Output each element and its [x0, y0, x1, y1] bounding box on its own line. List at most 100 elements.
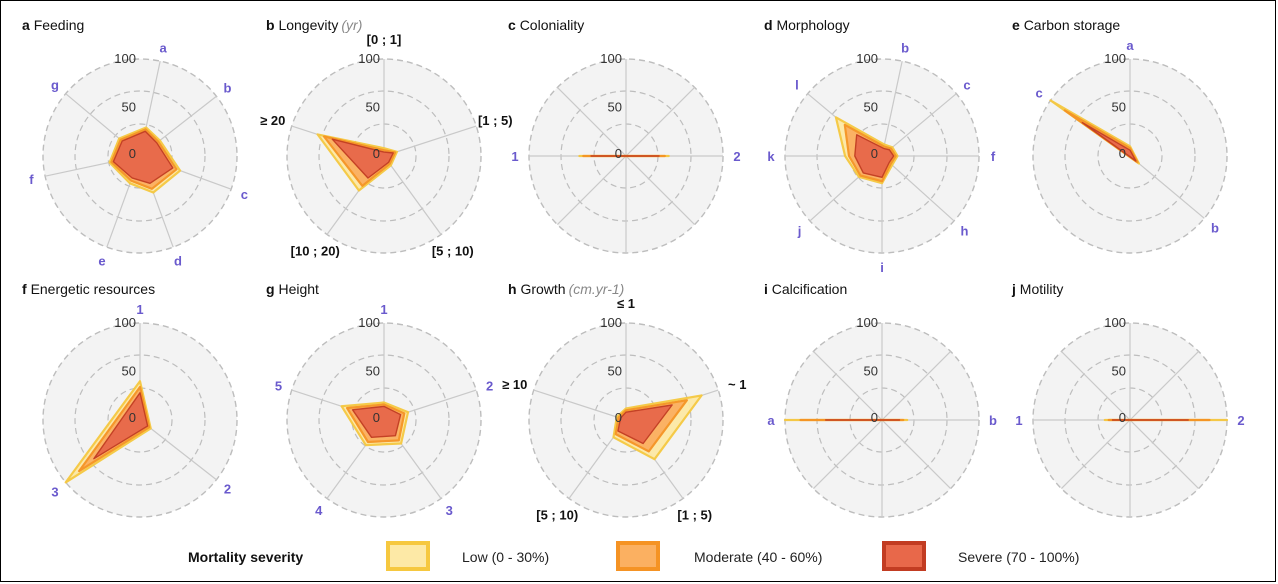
series-severe [93, 392, 149, 460]
category-label: 1 [511, 149, 518, 164]
radial-tick-label: 50 [122, 100, 136, 115]
legend-label-severe: Severe (70 - 100%) [958, 549, 1080, 565]
radar-ring-mid [74, 90, 206, 222]
panel-title-text: Carbon storage [1023, 17, 1121, 33]
category-label: f [29, 172, 34, 187]
radial-tick-label: 100 [600, 51, 622, 66]
category-label: ~ 1 [728, 377, 746, 392]
radar-panel-j: j Motility 0 50 100 1 2 [1004, 274, 1254, 544]
category-label: h [961, 223, 969, 238]
radial-tick-label: 100 [114, 315, 136, 330]
panel-title: h Growth (cm.yr-1) [508, 281, 624, 297]
panel-title-text: Motility [1019, 281, 1064, 297]
panel-title: j Motility [1012, 281, 1063, 297]
panel-unit: (yr) [341, 17, 363, 33]
series-severe [1081, 121, 1137, 162]
category-label: [5 ; 10) [432, 244, 474, 259]
radial-tick-label: 50 [122, 364, 136, 379]
category-label: ≥ 10 [502, 377, 527, 392]
series-severe [331, 138, 394, 179]
radar-chart-d: 0 50 100 b c f h i j k l [767, 40, 996, 275]
legend-swatch-low [386, 541, 430, 571]
radial-tick-label: 100 [856, 51, 878, 66]
panel-letter: i [764, 281, 772, 297]
category-label: ≥ 20 [260, 113, 285, 128]
radial-tick-label: 0 [1119, 146, 1126, 161]
radial-tick-label: 50 [608, 364, 622, 379]
panel-letter: j [1012, 281, 1020, 297]
panel-unit: (cm.yr-1) [568, 281, 625, 297]
radial-tick-label: 0 [615, 410, 622, 425]
radar-spoke [383, 125, 477, 157]
category-label: a [159, 40, 167, 55]
radar-chart-j: 0 50 100 1 2 [1015, 315, 1245, 518]
radial-tick-label: 100 [358, 315, 380, 330]
radial-tick-label: 0 [373, 410, 380, 425]
panel-letter: b [266, 17, 279, 33]
panel-letter: a [22, 17, 34, 33]
radar-chart-h: 0 50 100 ≤ 1 ~ 1 [1 ; 5) [5 ; 10) ≥ 10 [502, 296, 746, 523]
radar-spoke [812, 419, 883, 490]
legend-swatch-moderate [616, 541, 660, 571]
radar-panel-e: e Carbon storage 0 50 100 a b c [1004, 10, 1254, 280]
radial-tick-label: 50 [1112, 100, 1126, 115]
radial-tick-label: 100 [114, 51, 136, 66]
category-label: [1 ; 5) [677, 508, 712, 523]
radial-tick-label: 0 [871, 146, 878, 161]
radar-spoke [881, 60, 903, 157]
panel-title-text: Coloniality [519, 17, 585, 33]
panel-title: a Feeding [22, 17, 84, 33]
panel-title-text: Feeding [33, 17, 85, 33]
category-label: [5 ; 10) [536, 508, 578, 523]
radar-spoke [383, 155, 442, 235]
radial-tick-label: 50 [864, 364, 878, 379]
category-label: c [963, 78, 970, 93]
legend-title: Mortality severity [188, 549, 304, 565]
panel-title: d Morphology [764, 17, 850, 33]
series-severe [617, 404, 673, 445]
radial-tick-label: 100 [856, 315, 878, 330]
radar-spoke [881, 419, 952, 490]
panel-letter: d [764, 17, 777, 33]
radar-panel-a: a Feeding 0 50 100 a b c d e f g [14, 10, 264, 280]
category-label: 1 [136, 302, 143, 317]
panel-letter: e [1012, 17, 1024, 33]
radar-panel-i: i Calcification 0 50 100 a b [756, 274, 1006, 544]
panel-title: e Carbon storage [1012, 17, 1120, 33]
category-label: a [1126, 38, 1134, 53]
radar-panel-g: g Height 0 50 100 1 2 3 4 5 [258, 274, 508, 544]
category-label: 5 [275, 379, 282, 394]
series-severe [854, 134, 895, 179]
category-label: 1 [380, 302, 387, 317]
category-label: b [223, 81, 231, 96]
radial-tick-label: 50 [1112, 364, 1126, 379]
category-label: 3 [446, 503, 453, 518]
series-severe [351, 405, 402, 439]
radar-spoke [1060, 419, 1131, 490]
radar-panel-b: b Longevity (yr) 0 50 100 [0 ; 1] [1 ; 5) [5 ; … [258, 10, 512, 280]
radar-chart-a: 0 50 100 a b c d e f g [29, 40, 248, 268]
radar-panel-d: d Morphology 0 50 100 b c f h i j k l [756, 10, 1006, 280]
radial-tick-label: 100 [600, 315, 622, 330]
category-label: b [989, 413, 997, 428]
legend-label-moderate: Moderate (40 - 60%) [694, 549, 823, 565]
radar-chart-c: 0 50 100 1 2 [511, 51, 741, 254]
panel-title-text: Energetic resources [30, 281, 156, 297]
radar-spoke [881, 155, 955, 222]
category-label: 1 [1015, 413, 1022, 428]
legend: Mortality severity Low (0 - 30%) Moderat… [0, 536, 1276, 576]
panel-title: i Calcification [764, 281, 847, 297]
panel-title-text: Morphology [776, 17, 850, 33]
legend-label-low: Low (0 - 30%) [462, 549, 550, 565]
category-label: b [1211, 220, 1219, 235]
category-label: [1 ; 5) [478, 113, 513, 128]
panel-letter: f [22, 281, 31, 297]
panel-title: b Longevity (yr) [266, 17, 362, 33]
panel-letter: g [266, 281, 279, 297]
category-label: f [991, 149, 996, 164]
radial-tick-label: 0 [373, 146, 380, 161]
radar-spoke [1129, 419, 1200, 490]
